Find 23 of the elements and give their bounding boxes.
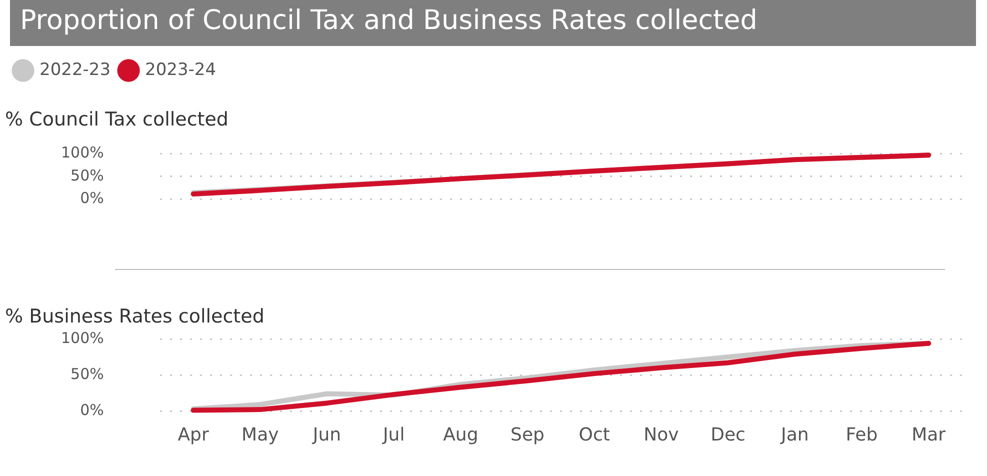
y-tick-label: 50% <box>70 364 104 383</box>
y-tick-label: 100% <box>60 328 104 347</box>
x-tick-label: Jan <box>780 424 809 446</box>
chart-title: % Business Rates collected <box>5 306 264 328</box>
x-tick-label: Apr <box>178 424 210 446</box>
y-tick-label: 0% <box>80 400 104 419</box>
y-tick-label: 0% <box>80 188 104 207</box>
legend-label: 2022-23 <box>40 60 111 80</box>
x-tick-label: Mar <box>912 424 946 446</box>
chart-subtitle: % Council Tax collected <box>5 108 228 130</box>
x-tick-label: May <box>242 424 280 446</box>
x-tick-label: Nov <box>644 424 680 446</box>
x-tick-label: Oct <box>578 424 610 446</box>
x-tick-label: Aug <box>443 424 478 446</box>
chart-title: Proportion of Council Tax and Business Rates collected <box>10 0 976 46</box>
x-tick-label: Dec <box>710 424 746 446</box>
x-tick-label: Feb <box>846 424 878 446</box>
legend-label: 2023-24 <box>145 60 216 80</box>
x-tick-label: Jul <box>382 424 405 446</box>
y-tick-label: 100% <box>60 144 104 162</box>
x-tick-label: Jun <box>312 424 342 446</box>
x-tick-label: Sep <box>510 424 544 446</box>
y-tick-label: 50% <box>70 166 104 184</box>
